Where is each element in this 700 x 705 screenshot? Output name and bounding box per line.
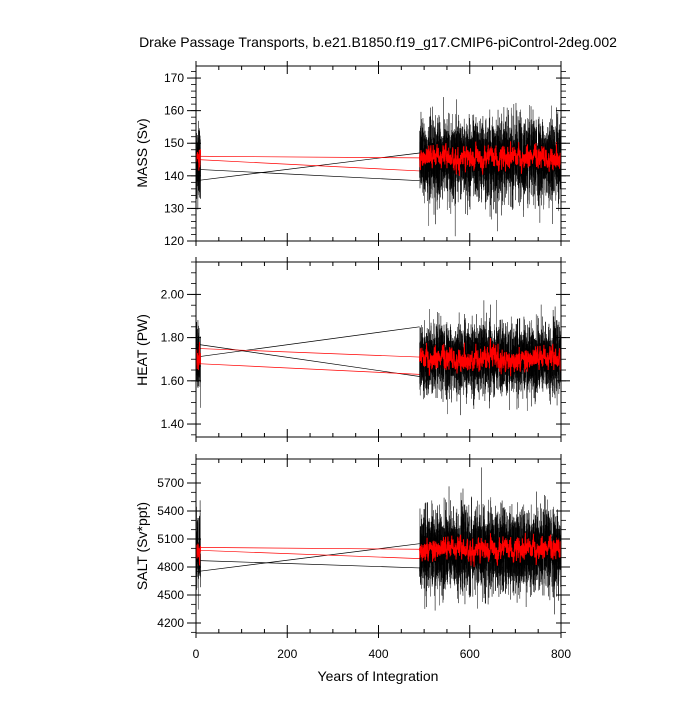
y-tick-label: 5100 (157, 532, 184, 546)
panel-mass: 120 130 140 150 160 170 (164, 61, 570, 248)
y-tick-label: 1.60 (161, 374, 185, 388)
series-line-red (419, 338, 561, 377)
y-tick-label: 150 (164, 136, 184, 150)
series-line-red (419, 532, 561, 567)
connector-line (196, 343, 420, 377)
series-line-red (419, 141, 561, 176)
x-tick-label: 600 (460, 647, 480, 661)
y-tick-label: 130 (164, 201, 184, 215)
series-line-red (196, 148, 202, 171)
y-tick-label: 4500 (157, 588, 184, 602)
panel-heat: 1.40 1.60 1.80 2.00 (161, 257, 570, 442)
connector-line (196, 547, 420, 550)
connector-line (196, 326, 420, 358)
y-axis-label-salt: SALT (Sv*ppt) (134, 502, 150, 590)
y-tick-label: 2.00 (161, 287, 185, 301)
connector-line (196, 549, 420, 559)
series-line-black (419, 299, 561, 416)
chart-title: Drake Passage Transports, b.e21.B1850.f1… (139, 34, 617, 50)
y-tick-label: 120 (164, 234, 184, 248)
series-line-black (196, 120, 201, 210)
y-tick-label: 1.40 (161, 417, 185, 431)
connector-line (196, 155, 420, 159)
connector-line (196, 543, 420, 573)
connector-line (196, 159, 420, 172)
connector-line (196, 168, 420, 182)
series-line-red (196, 342, 202, 371)
y-tick-label: 170 (164, 71, 184, 85)
y-tick-label: 5400 (157, 504, 184, 518)
x-axis-label: Years of Integration (318, 668, 439, 684)
series-line-red (196, 543, 202, 566)
x-tick-label: 800 (551, 647, 571, 661)
series-line-black (419, 97, 561, 237)
x-tick-label: 0 (193, 647, 200, 661)
y-axis-label-mass: MASS (Sv) (134, 118, 150, 187)
connector-line (196, 363, 420, 375)
connector-line (196, 348, 420, 358)
y-tick-label: 160 (164, 104, 184, 118)
y-tick-label: 140 (164, 169, 184, 183)
panel-salt: 0 200 400 600 800 4200 4500 4800 5100 5400 5700 (157, 454, 571, 661)
connector-line (196, 560, 420, 569)
y-tick-label: 4200 (157, 616, 184, 630)
y-tick-label: 5700 (157, 476, 184, 490)
x-tick-label: 400 (368, 647, 388, 661)
x-tick-label: 200 (277, 647, 297, 661)
y-tick-label: 4800 (157, 560, 184, 574)
y-tick-label: 1.80 (161, 331, 185, 345)
y-axis-label-heat: HEAT (PW) (134, 314, 150, 386)
